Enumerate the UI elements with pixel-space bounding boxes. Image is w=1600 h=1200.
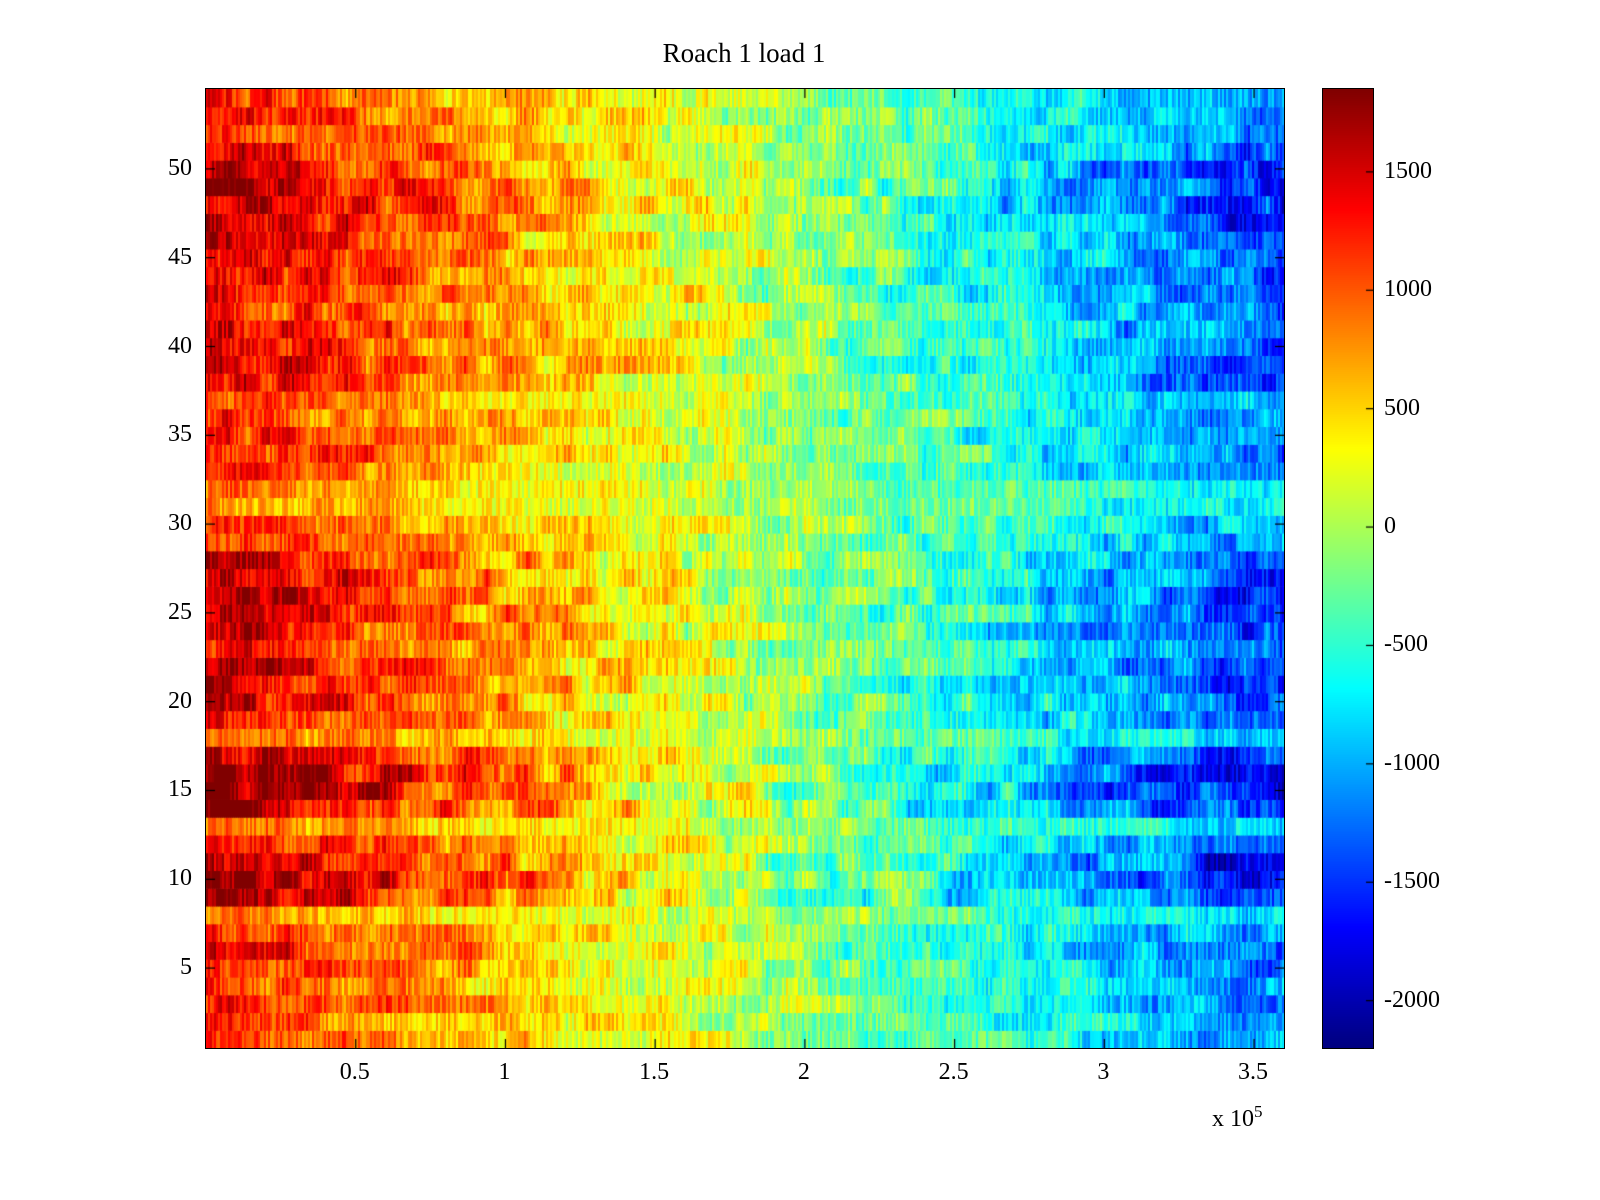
y-tick-label: 45	[168, 243, 192, 270]
y-tick-label: 15	[168, 776, 192, 803]
x-tick-label: 0.5	[339, 1059, 370, 1085]
colorbar-tick-label: 0	[1384, 513, 1396, 540]
x-tick-label: 2	[797, 1059, 810, 1085]
colorbar-tick-label: 500	[1384, 394, 1420, 421]
y-tick-label: 25	[168, 598, 192, 625]
chart-title: Roach 1 load 1	[662, 38, 826, 68]
y-tick-label: 10	[168, 865, 192, 892]
y-tick-label: 20	[168, 687, 192, 714]
x-tick-label: 1	[498, 1059, 511, 1085]
y-tick-label: 50	[168, 154, 192, 181]
y-tick-label: 35	[168, 421, 192, 448]
x-tick-label: 1.5	[639, 1059, 670, 1085]
x-exponent-value: 5	[1254, 1102, 1263, 1121]
colorbar-tick-label: -1500	[1384, 868, 1440, 895]
y-tick-label: 5	[180, 954, 192, 981]
y-tick-label: 30	[168, 510, 192, 537]
x-tick-label: 3.5	[1238, 1059, 1269, 1085]
x-exponent-prefix: x 10	[1212, 1106, 1254, 1132]
x-tick-label: 2.5	[938, 1059, 969, 1085]
y-tick-label: 40	[168, 332, 192, 359]
x-axis-exponent: x 105	[1212, 1102, 1263, 1133]
colorbar-tick-label: -2000	[1384, 986, 1440, 1013]
colorbar-tick-label: -1000	[1384, 749, 1440, 776]
colorbar-tick-label: -500	[1384, 631, 1428, 658]
plot-area	[205, 88, 1285, 1049]
colorbar-tick-label: 1000	[1384, 276, 1432, 303]
colorbar	[1322, 88, 1374, 1049]
heatmap-canvas	[206, 89, 1284, 1048]
colorbar-tick-label: 1500	[1384, 157, 1432, 184]
colorbar-canvas	[1323, 89, 1373, 1048]
x-tick-label: 3	[1097, 1059, 1110, 1085]
